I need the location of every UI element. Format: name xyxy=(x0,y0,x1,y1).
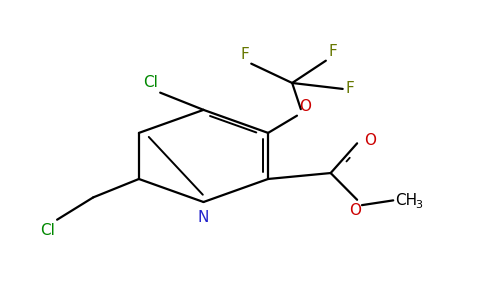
Text: 3: 3 xyxy=(415,200,422,210)
Text: O: O xyxy=(348,203,361,218)
Text: F: F xyxy=(240,47,249,62)
Text: F: F xyxy=(345,81,354,96)
Text: CH: CH xyxy=(395,193,418,208)
Text: F: F xyxy=(328,44,337,59)
Text: O: O xyxy=(300,99,311,114)
Text: Cl: Cl xyxy=(143,75,158,90)
Text: Cl: Cl xyxy=(40,223,55,238)
Text: N: N xyxy=(198,210,209,225)
Text: O: O xyxy=(364,134,377,148)
